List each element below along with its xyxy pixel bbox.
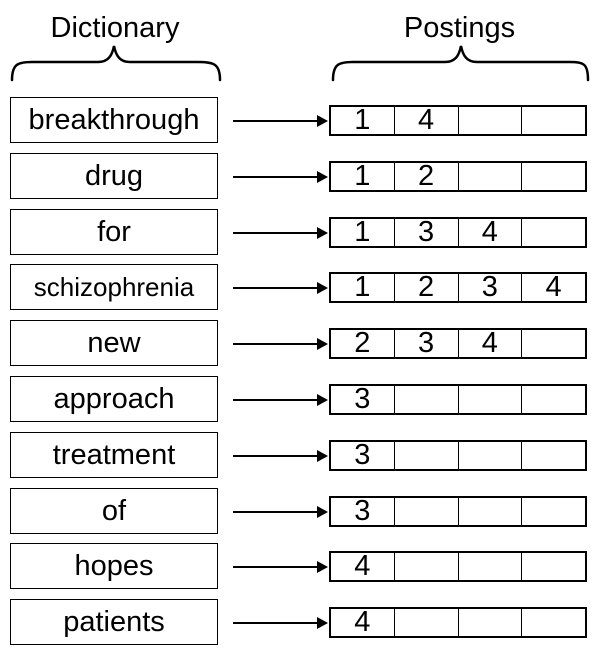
posting-cell: [393, 386, 458, 413]
pointer-arrow: [233, 450, 328, 462]
pointer-arrow: [233, 282, 328, 294]
posting-cell: [457, 107, 522, 134]
dictionary-term: approach: [10, 376, 218, 422]
dictionary-term: schizophrenia: [10, 264, 218, 310]
posting-cell: [457, 553, 522, 580]
posting-cell: 2: [393, 160, 458, 192]
posting-cell: [521, 163, 585, 190]
dictionary-term: treatment: [10, 432, 218, 478]
posting-cell: 4: [354, 550, 371, 582]
posting-cell: [521, 442, 585, 469]
postings-list: 4: [329, 550, 587, 582]
posting-cell: [457, 498, 522, 525]
posting-cell: 2: [354, 327, 371, 359]
posting-cell: 4: [457, 327, 522, 359]
postings-brace: [331, 45, 590, 82]
posting-cell: [393, 498, 458, 525]
posting-cell: [393, 609, 458, 636]
posting-cell: 3: [393, 327, 458, 359]
posting-cell: 1: [354, 160, 371, 192]
postings-list: 4: [329, 606, 587, 638]
pointer-arrow: [233, 617, 328, 629]
pointer-arrow: [233, 171, 328, 183]
pointer-arrow: [233, 561, 328, 573]
posting-cell: [521, 386, 585, 413]
postings-list: 3: [329, 495, 587, 527]
posting-cell: [521, 219, 585, 246]
posting-cell: 4: [457, 216, 522, 248]
posting-cell: [521, 107, 585, 134]
dictionary-term: hopes: [10, 543, 218, 589]
postings-list: 3: [329, 439, 587, 471]
posting-cell: 3: [354, 439, 371, 471]
dictionary-term: for: [10, 209, 218, 255]
posting-cell: 4: [393, 104, 458, 136]
posting-cell: [393, 442, 458, 469]
pointer-arrow: [233, 115, 328, 127]
posting-cell: 1: [354, 216, 371, 248]
posting-cell: 2: [393, 271, 458, 303]
posting-cell: 4: [521, 271, 585, 303]
posting-cell: [521, 553, 585, 580]
posting-cell: [457, 163, 522, 190]
pointer-arrow: [233, 227, 328, 239]
posting-cell: 1: [354, 104, 371, 136]
posting-cell: [457, 609, 522, 636]
posting-cell: [521, 609, 585, 636]
posting-cell: [521, 330, 585, 357]
dictionary-term: new: [10, 320, 218, 366]
posting-cell: [457, 386, 522, 413]
posting-cell: [521, 498, 585, 525]
pointer-arrow: [233, 394, 328, 406]
posting-cell: 3: [393, 216, 458, 248]
dictionary-header: Dictionary: [50, 12, 180, 44]
postings-header: Postings: [403, 12, 516, 44]
posting-cell: 4: [354, 606, 371, 638]
dictionary-term: drug: [10, 153, 218, 199]
postings-list: 3: [329, 383, 587, 415]
posting-cell: 3: [354, 383, 371, 415]
dictionary-term: patients: [10, 599, 218, 645]
posting-cell: 1: [354, 271, 371, 303]
pointer-arrow: [233, 506, 328, 518]
dictionary-brace: [10, 45, 222, 82]
posting-cell: 3: [354, 495, 371, 527]
dictionary-term: of: [10, 488, 218, 534]
posting-cell: 3: [457, 271, 522, 303]
pointer-arrow: [233, 338, 328, 350]
dictionary-term: breakthrough: [10, 97, 218, 143]
posting-cell: [393, 553, 458, 580]
posting-cell: [457, 442, 522, 469]
